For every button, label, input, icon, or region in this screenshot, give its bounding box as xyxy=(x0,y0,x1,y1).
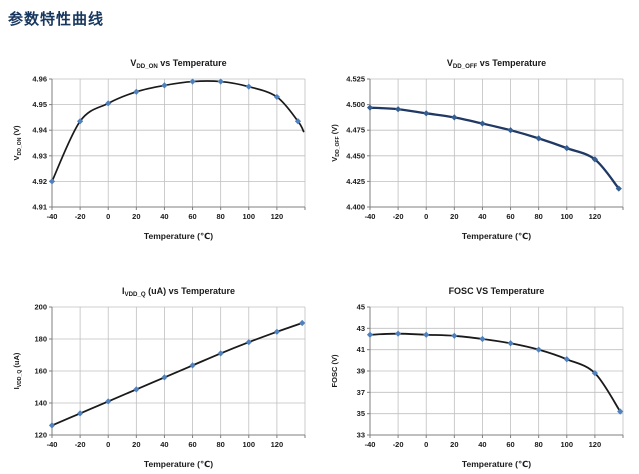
charts-grid: 4.91 4.92 4.93 4.94 4.95 4.96 -40 -20 0 20 40 60 80 1… xyxy=(8,53,635,473)
svg-text:4.92: 4.92 xyxy=(32,177,47,186)
svg-text:40: 40 xyxy=(478,212,486,221)
svg-text:0: 0 xyxy=(106,440,110,449)
svg-text:4.475: 4.475 xyxy=(346,126,365,135)
svg-text:120: 120 xyxy=(271,440,284,449)
svg-text:IVDD_Q (uA): IVDD_Q (uA) xyxy=(12,352,23,389)
svg-text:Temperature (℃): Temperature (℃) xyxy=(462,459,531,469)
svg-text:0: 0 xyxy=(424,212,428,221)
svg-text:40: 40 xyxy=(160,212,168,221)
ivdd-q-chart-svg: 120 140 160 180 200 -40 -20 0 20 40 60 80 100 120 IVDD… xyxy=(12,286,306,469)
svg-text:-40: -40 xyxy=(47,440,58,449)
svg-text:41: 41 xyxy=(357,345,365,354)
svg-text:100: 100 xyxy=(243,440,256,449)
svg-text:60: 60 xyxy=(188,212,196,221)
svg-text:0: 0 xyxy=(424,440,428,449)
svg-text:-40: -40 xyxy=(365,212,376,221)
svg-text:4.425: 4.425 xyxy=(346,177,365,186)
svg-text:80: 80 xyxy=(534,440,542,449)
svg-text:-20: -20 xyxy=(75,440,86,449)
svg-text:-40: -40 xyxy=(47,212,58,221)
section-heading: 参数特性曲线 xyxy=(8,11,105,28)
chart-vdd-off: 4.400 4.425 4.450 4.475 4.500 4.525 -40 -20 0 20 4… xyxy=(326,53,639,245)
svg-text:80: 80 xyxy=(534,212,542,221)
svg-text:FOSC (V): FOSC (V) xyxy=(330,354,339,387)
svg-text:-20: -20 xyxy=(75,212,86,221)
svg-text:100: 100 xyxy=(561,440,574,449)
svg-text:4.94: 4.94 xyxy=(32,126,47,135)
svg-text:40: 40 xyxy=(160,440,168,449)
vdd-off-chart-svg: 4.400 4.425 4.450 4.475 4.500 4.525 -40 -20 0 20 4… xyxy=(330,58,624,241)
svg-text:Temperature (℃): Temperature (℃) xyxy=(462,231,531,241)
svg-text:20: 20 xyxy=(132,440,140,449)
svg-text:VDD_OFF vs Temperature: VDD_OFF vs Temperature xyxy=(447,58,546,70)
svg-text:4.95: 4.95 xyxy=(32,100,47,109)
svg-text:40: 40 xyxy=(478,440,486,449)
svg-text:4.450: 4.450 xyxy=(346,151,365,160)
svg-text:120: 120 xyxy=(271,212,284,221)
svg-text:4.96: 4.96 xyxy=(32,75,47,84)
svg-text:100: 100 xyxy=(561,212,574,221)
svg-text:180: 180 xyxy=(34,335,47,344)
svg-text:60: 60 xyxy=(506,212,514,221)
svg-text:120: 120 xyxy=(589,212,602,221)
svg-text:4.525: 4.525 xyxy=(346,75,365,84)
svg-text:0: 0 xyxy=(106,212,110,221)
svg-text:140: 140 xyxy=(34,399,47,408)
svg-text:120: 120 xyxy=(34,431,47,440)
svg-text:Temperature (℃): Temperature (℃) xyxy=(144,459,213,469)
chart-fosc: 33 35 37 39 41 43 45 -40 -20 0 20 40 60 80 100 120 FOSC … xyxy=(326,281,639,473)
svg-text:4.91: 4.91 xyxy=(32,203,47,212)
svg-text:45: 45 xyxy=(357,303,365,312)
svg-text:120: 120 xyxy=(589,440,602,449)
svg-text:4.400: 4.400 xyxy=(346,203,365,212)
svg-text:60: 60 xyxy=(506,440,514,449)
fosc-chart-svg: 33 35 37 39 41 43 45 -40 -20 0 20 40 60 80 100 120 FOSC … xyxy=(330,286,624,469)
svg-text:35: 35 xyxy=(357,409,365,418)
svg-text:4.500: 4.500 xyxy=(346,100,365,109)
svg-text:IVDD_Q (uA) vs Temperature: IVDD_Q (uA) vs Temperature xyxy=(122,286,235,298)
vdd-on-chart-svg: 4.91 4.92 4.93 4.94 4.95 4.96 -40 -20 0 20 40 60 80 1… xyxy=(12,58,306,241)
svg-text:80: 80 xyxy=(216,440,224,449)
chart-ivdd-q: 120 140 160 180 200 -40 -20 0 20 40 60 80 100 120 IVDD… xyxy=(8,281,320,473)
svg-text:VDD_OFF (V): VDD_OFF (V) xyxy=(330,124,341,162)
svg-text:20: 20 xyxy=(450,212,458,221)
svg-text:20: 20 xyxy=(450,440,458,449)
svg-text:160: 160 xyxy=(34,367,47,376)
svg-text:43: 43 xyxy=(357,324,365,333)
svg-text:20: 20 xyxy=(132,212,140,221)
svg-text:4.93: 4.93 xyxy=(32,151,47,160)
svg-text:VDD_ON (V): VDD_ON (V) xyxy=(12,125,23,160)
svg-text:39: 39 xyxy=(357,367,365,376)
svg-text:-20: -20 xyxy=(393,440,404,449)
svg-text:37: 37 xyxy=(357,388,365,397)
svg-text:100: 100 xyxy=(243,212,256,221)
svg-text:Temperature (℃): Temperature (℃) xyxy=(144,231,213,241)
svg-text:FOSC VS Temperature: FOSC VS Temperature xyxy=(449,286,545,296)
svg-text:60: 60 xyxy=(188,440,196,449)
svg-text:200: 200 xyxy=(34,303,47,312)
svg-text:VDD_ON vs Temperature: VDD_ON vs Temperature xyxy=(130,58,226,70)
chart-vdd-on: 4.91 4.92 4.93 4.94 4.95 4.96 -40 -20 0 20 40 60 80 1… xyxy=(8,53,320,245)
svg-text:80: 80 xyxy=(216,212,224,221)
svg-text:-40: -40 xyxy=(365,440,376,449)
svg-text:33: 33 xyxy=(357,431,365,440)
svg-text:-20: -20 xyxy=(393,212,404,221)
